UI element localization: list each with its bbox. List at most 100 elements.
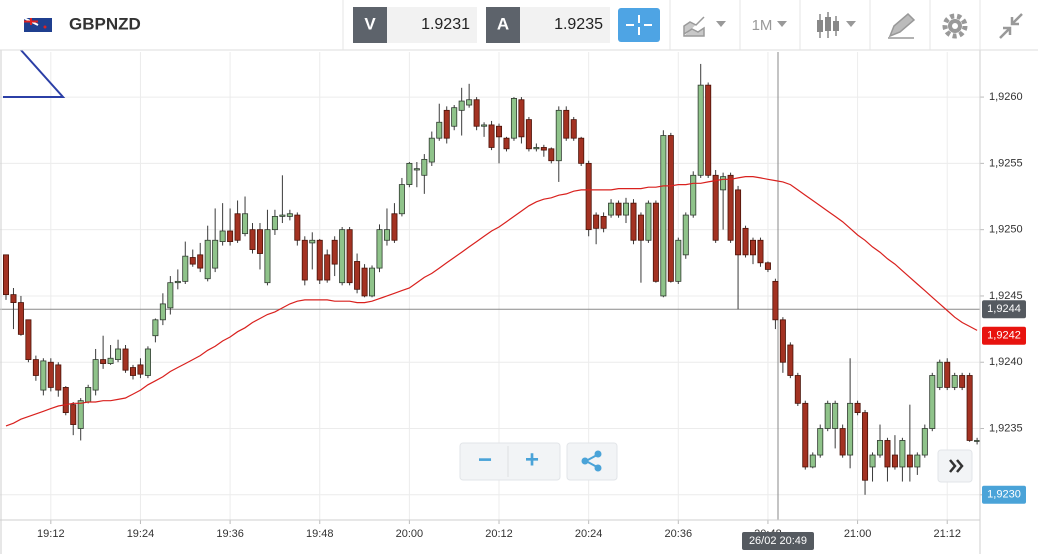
candle-body — [152, 319, 159, 337]
candle-body — [839, 428, 846, 456]
candle-body — [264, 229, 271, 284]
candle-body — [488, 124, 495, 148]
candle-body — [682, 214, 689, 256]
bid-label: V — [364, 14, 376, 33]
candle-body — [85, 387, 92, 403]
candle-body — [129, 367, 136, 376]
candle-body — [974, 440, 981, 442]
share-button[interactable] — [566, 442, 618, 481]
candle-body — [436, 121, 443, 139]
candle-body — [735, 189, 742, 256]
candle-body — [959, 375, 966, 388]
candle-style-button[interactable] — [817, 12, 856, 38]
candle-body — [115, 348, 122, 360]
zoom-out-button[interactable]: − — [478, 446, 492, 473]
candle-body — [167, 282, 174, 309]
candle-body — [899, 440, 906, 468]
candle-body — [219, 230, 226, 242]
dropdown-arrow — [846, 21, 856, 27]
candle-body — [712, 174, 719, 241]
candle-body — [70, 404, 77, 425]
candle-body — [787, 344, 794, 376]
collapse-button[interactable] — [999, 13, 1023, 39]
candle-body — [144, 348, 151, 376]
candle-body — [637, 214, 644, 241]
pencil-icon — [888, 12, 916, 39]
candle-body — [772, 280, 779, 321]
ask-button[interactable]: A 1.9235 — [486, 7, 610, 43]
candle-body — [3, 254, 9, 296]
x-tick-label: 20:12 — [485, 528, 513, 540]
scroll-right-button[interactable] — [937, 449, 973, 483]
candle-body — [809, 454, 816, 468]
candle-body — [391, 213, 398, 241]
candle-body — [279, 214, 286, 217]
zoom-in-button[interactable]: + — [525, 446, 539, 473]
candle-body — [847, 402, 854, 456]
settings-button[interactable] — [942, 13, 968, 39]
candle-body — [428, 137, 435, 163]
bid-label-box — [353, 7, 387, 43]
x-tick-label: 20:00 — [396, 528, 424, 540]
candle-body — [17, 302, 24, 335]
flag — [23, 17, 52, 32]
candle-body — [122, 348, 129, 371]
x-tick-label: 20:24 — [575, 528, 603, 540]
zoom-controls: − + — [459, 442, 973, 483]
dropdown-arrow — [777, 21, 787, 27]
candle-body — [466, 99, 473, 106]
x-tick-label: 19:12 — [37, 528, 65, 540]
candle-body — [249, 229, 256, 250]
crosshair-button[interactable] — [618, 8, 660, 42]
y-tick-label: 1,9250 — [989, 224, 1023, 236]
candle-body — [727, 174, 734, 241]
candle-body — [548, 148, 555, 162]
plot-area: 1,9230 1,9235 1,9240 1,9245 1,9250 1,9255 1,92… — [0, 52, 1023, 540]
candle-body — [25, 319, 32, 360]
candle-body — [510, 98, 517, 139]
candle-body — [182, 255, 189, 282]
candle-body — [204, 239, 211, 280]
candle-body — [174, 280, 181, 284]
candle-body — [518, 99, 525, 138]
candle-body — [212, 239, 219, 269]
draw-button[interactable] — [888, 12, 916, 39]
candle-body — [593, 214, 600, 229]
candle-body — [697, 84, 704, 176]
candle-body — [891, 454, 898, 468]
crosshair-icon — [626, 15, 652, 35]
candle-body — [936, 361, 943, 388]
timeframe-button[interactable]: 1M — [752, 17, 787, 34]
candle-body — [951, 375, 958, 388]
candle-body — [421, 158, 428, 176]
candle-body — [451, 107, 458, 127]
candle-body — [316, 239, 323, 281]
candle-body — [600, 215, 607, 229]
candle-body — [742, 227, 749, 256]
candle-body — [294, 214, 301, 241]
flag-star — [43, 25, 47, 29]
candle-body — [234, 213, 241, 241]
candle-body — [884, 440, 891, 468]
candle-body — [197, 254, 204, 269]
double-chevron — [949, 459, 964, 473]
x-tick-label: 19:48 — [306, 528, 334, 540]
bid-price: 1.9231 — [421, 16, 470, 33]
candle-body — [159, 303, 166, 321]
candle-body — [690, 174, 697, 216]
candle-body — [339, 229, 346, 284]
bid-box — [387, 7, 477, 43]
candle-body — [540, 147, 547, 151]
candle-body — [376, 229, 383, 269]
candle-body — [921, 428, 928, 456]
candle-body — [944, 361, 951, 388]
candle-body — [354, 261, 361, 290]
collapse-icon — [999, 13, 1023, 39]
candle-body — [361, 267, 368, 297]
candle-body — [862, 412, 869, 481]
price-tag: 1,9230 — [987, 489, 1021, 501]
chart-type-button[interactable] — [683, 16, 726, 37]
bid-button[interactable]: V 1.9231 — [353, 7, 477, 43]
candle-body — [623, 202, 630, 216]
price-tag-box — [982, 326, 1026, 345]
